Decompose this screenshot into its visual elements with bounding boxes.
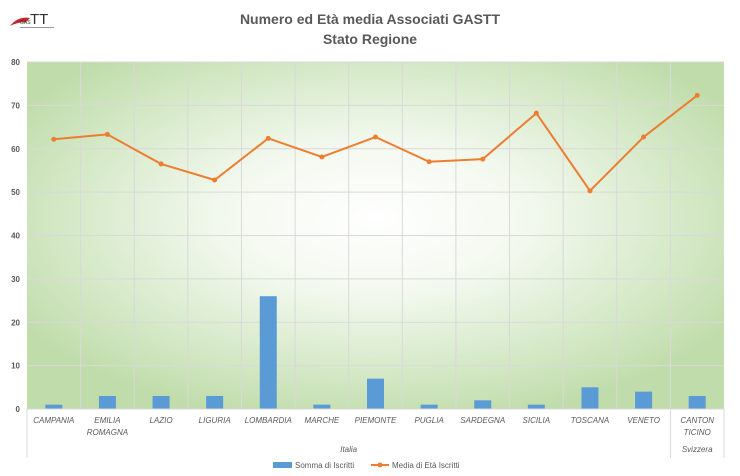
bar-piemonte [367,378,384,409]
bar-liguria [206,395,224,409]
x-tick-label: TOSCANA [571,416,610,425]
age-point [373,134,378,140]
age-point [319,154,325,160]
age-point [587,188,593,194]
bar-toscana [581,387,599,409]
x-tick-label: TICINO [684,428,711,437]
age-point [212,177,218,183]
bar-marche [313,404,331,409]
svg-text:GAS: GAS [20,20,31,26]
bar-sardegna [474,400,492,409]
legend-bar-swatch [273,462,292,468]
y-tick-label: 10 [11,362,20,371]
age-point [265,135,271,141]
y-tick-label: 80 [11,58,20,67]
x-tick-label: LIGURIA [199,416,231,425]
bar-lombardia [259,296,277,409]
age-point [51,136,57,142]
gastt-logo: TT GAS [8,10,58,32]
bar-emilia-romagna [98,395,116,409]
legend-line-marker [377,462,383,468]
x-tick-label: EMILIA [94,416,120,425]
chart-subtitle: Stato Regione [322,31,418,47]
x-tick-label: SARDEGNA [460,416,505,425]
age-point [641,134,647,140]
age-point [480,156,486,162]
legend-line-label: Media di Età Iscritti [392,461,460,470]
chart-title: Numero ed Età media Associati GASTT [239,11,501,27]
bar-canton-ticino [688,395,706,409]
bar-puglia [420,404,438,409]
legend-bar-label: Somma di Iscritti [295,461,354,470]
x-tick-label: MARCHE [305,416,340,425]
x-tick-label: PUGLIA [414,416,443,425]
x-tick-label: CANTON [680,416,714,425]
y-tick-label: 60 [11,145,20,154]
x-tick-label: LOMBARDIA [245,416,292,425]
logo-icon: TT GAS [10,11,54,28]
age-point [694,92,700,98]
y-tick-label: 50 [11,188,20,197]
y-tick-label: 30 [11,275,20,284]
group-label: Italia [340,445,357,454]
x-tick-label: LAZIO [149,416,172,425]
age-point [533,110,539,116]
bar-campania [45,404,63,409]
x-tick-label: CAMPANIA [33,416,74,425]
x-tick-label: SICILIA [523,416,551,425]
bar-sicilia [527,404,545,409]
x-tick-label: PIEMONTE [355,416,397,425]
y-tick-label: 70 [11,101,20,110]
x-tick-label: VENETO [627,416,660,425]
svg-text:TT: TT [30,11,48,28]
group-label: Svizzera [682,445,713,454]
age-point [158,161,164,167]
y-tick-label: 40 [11,232,20,241]
age-point [104,131,110,137]
bar-veneto [635,391,653,409]
bar-lazio [152,395,170,409]
age-point [426,159,432,165]
y-tick-label: 0 [16,405,21,414]
y-tick-label: 20 [11,318,20,327]
x-tick-label: ROMAGNA [87,428,128,437]
